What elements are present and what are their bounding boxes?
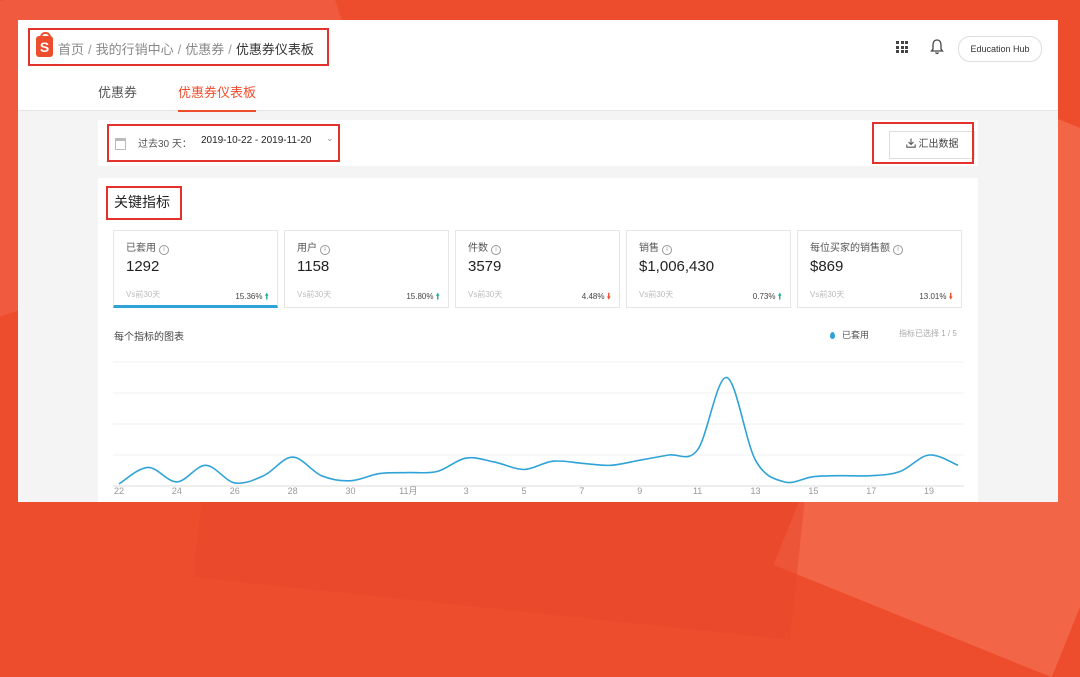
x-tick-label: 5 [522,486,527,496]
x-tick-label: 17 [866,486,876,496]
breadcrumb-separator: / [88,42,92,57]
metric-value: $869 [810,258,844,275]
legend-label: 已套用 [842,330,870,340]
export-data-button[interactable]: 汇出数据 [889,131,975,159]
app-window: S 首页 / 我的行销中心 / 优惠券 / 优惠券仪表板 Education Hub 优惠券… [18,20,1058,502]
metric-value: 1292 [126,258,160,275]
key-metrics-panel: 关键指标 已套用 i 1292 Vs前30天 15.36% 🠙 用户 i 1158 V… [98,178,978,502]
metric-card-units[interactable]: 件数 i 3579 Vs前30天 4.48% 🠛 [455,230,620,308]
top-bar: S 首页 / 我的行销中心 / 优惠券 / 优惠券仪表板 Education Hub [18,20,1058,77]
metric-period: Vs前30天 [126,290,161,299]
metric-card-sales[interactable]: 销售 i $1,006,430 Vs前30天 0.73% 🠙 [626,230,791,308]
x-tick-label: 24 [172,486,182,496]
bell-icon[interactable] [930,38,944,56]
breadcrumb: 首页 / 我的行销中心 / 优惠券 / 优惠券仪表板 [58,39,314,58]
x-tick-label: 13 [750,486,760,496]
highlight-box-breadcrumb [28,28,329,66]
x-tick-label: 26 [230,486,240,496]
info-icon[interactable]: i [320,245,330,255]
info-icon[interactable]: i [159,245,169,255]
series-line-applied[interactable] [118,376,959,485]
x-tick-label: 15 [808,486,818,496]
metric-value: 3579 [468,258,502,275]
breadcrumb-home[interactable]: 首页 [58,42,85,57]
info-icon[interactable]: i [662,245,672,255]
tab-voucher-dashboard[interactable]: 优惠券仪表板 [178,82,257,112]
x-tick-label: 11月 [399,486,417,496]
arrow-down-icon: 🠛 [606,291,611,301]
shopee-logo-icon[interactable]: S [36,32,53,57]
metric-period: Vs前30天 [810,290,845,299]
chart-title: 每个指标的图表 [114,332,184,343]
x-tick-label: 22 [114,486,124,496]
arrow-up-icon: 🠙 [777,291,782,301]
filter-bar: 过去30 天： 2019-10-22 - 2019-11-20 ⌄ 汇出数据 [98,120,978,166]
highlight-box-date-range [107,124,340,162]
arrow-down-icon: 🠛 [948,291,953,301]
applied-line-chart[interactable]: 22 24 26 28 30 11月 3 5 7 9 11 13 15 17 19 [98,346,978,496]
date-range-value[interactable]: 2019-10-22 - 2019-11-20 [201,135,312,146]
metric-card-applied[interactable]: 已套用 i 1292 Vs前30天 15.36% 🠙 [113,230,278,308]
legend-marker-icon [830,332,835,339]
metric-period: Vs前30天 [468,290,503,299]
info-icon[interactable]: i [893,245,903,255]
selected-metrics-count: 指标已选择 1 / 5 [899,329,957,338]
highlight-box-export [872,122,974,164]
arrow-up-icon: 🠙 [435,291,440,301]
breadcrumb-marketing-centre[interactable]: 我的行销中心 [95,42,174,57]
info-icon[interactable]: i [491,245,501,255]
x-tick-label: 28 [288,486,298,496]
breadcrumb-vouchers[interactable]: 优惠券 [185,42,225,57]
x-tick-label: 3 [464,486,469,496]
x-tick-label: 11 [693,486,702,496]
metric-label: 每位买家的销售额 i [810,239,903,255]
tab-vouchers[interactable]: 优惠券 [98,85,138,100]
metric-change: 15.80% 🠙 [406,291,440,301]
x-tick-label: 19 [924,486,934,496]
date-range-label[interactable]: 过去30 天： [138,139,192,150]
chart-legend[interactable]: 已套用 [830,328,869,341]
metric-change: 13.01% 🠛 [919,291,953,301]
metric-card-users[interactable]: 用户 i 1158 Vs前30天 15.80% 🠙 [284,230,449,308]
tab-bar: 优惠券 优惠券仪表板 [18,76,1058,112]
metric-period: Vs前30天 [639,290,674,299]
education-hub-button[interactable]: Education Hub [958,36,1042,62]
download-icon [905,138,916,148]
arrow-up-icon: 🠙 [264,291,269,301]
x-tick-label: 7 [579,486,584,496]
chevron-down-icon[interactable]: ⌄ [326,133,334,143]
x-tick-label: 30 [345,486,355,496]
breadcrumb-current: 优惠券仪表板 [235,42,314,57]
metric-card-sales-per-buyer[interactable]: 每位买家的销售额 i $869 Vs前30天 13.01% 🠛 [797,230,962,308]
metric-change: 4.48% 🠛 [581,291,611,301]
x-tick-label: 9 [637,486,642,496]
metric-label: 销售 i [639,239,672,255]
metric-label: 已套用 i [126,239,169,255]
highlight-box-key-metrics [106,186,182,220]
metric-label: 用户 i [297,239,330,255]
grid-icon[interactable] [896,41,908,53]
breadcrumb-separator: / [177,42,182,57]
metric-change: 15.36% 🠙 [235,291,269,301]
export-data-label: 汇出数据 [918,139,959,150]
metric-value: $1,006,430 [639,258,715,275]
metric-change: 0.73% 🠙 [752,291,782,301]
breadcrumb-separator: / [228,42,232,57]
key-metrics-title: 关键指标 [114,194,170,210]
calendar-icon[interactable] [115,138,126,150]
metric-value: 1158 [297,258,330,275]
metric-period: Vs前30天 [297,290,332,299]
metric-label: 件数 i [468,239,501,255]
